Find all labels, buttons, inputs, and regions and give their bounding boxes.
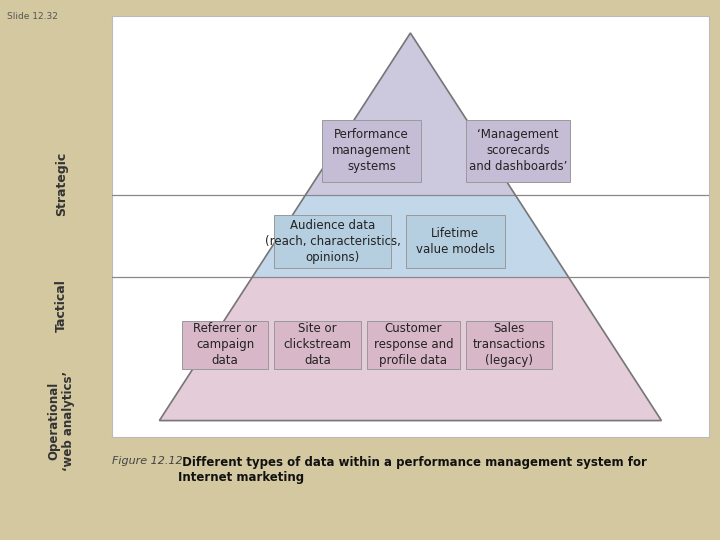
FancyBboxPatch shape — [466, 321, 552, 369]
Polygon shape — [305, 33, 516, 195]
Text: Tactical: Tactical — [55, 279, 68, 332]
FancyBboxPatch shape — [274, 215, 391, 268]
FancyBboxPatch shape — [182, 321, 269, 369]
Text: Slide 12.32: Slide 12.32 — [7, 12, 58, 21]
Text: ‘Management
scorecards
and dashboards’: ‘Management scorecards and dashboards’ — [469, 129, 567, 173]
FancyBboxPatch shape — [466, 120, 570, 181]
Text: Strategic: Strategic — [55, 152, 68, 215]
Text: Lifetime
value models: Lifetime value models — [415, 227, 495, 256]
FancyBboxPatch shape — [367, 321, 459, 369]
Text: Audience data
(reach, characteristics,
opinions): Audience data (reach, characteristics, o… — [265, 219, 400, 264]
FancyBboxPatch shape — [406, 215, 505, 268]
Text: Operational
‘web analytics’: Operational ‘web analytics’ — [48, 371, 75, 471]
FancyBboxPatch shape — [274, 321, 361, 369]
Text: Different types of data within a performance management system for
Internet mark: Different types of data within a perform… — [178, 456, 647, 484]
Text: Figure 12.12: Figure 12.12 — [112, 456, 182, 467]
FancyBboxPatch shape — [323, 120, 421, 181]
Polygon shape — [252, 195, 569, 278]
Text: Sales
transactions
(legacy): Sales transactions (legacy) — [472, 322, 546, 367]
Text: Referrer or
campaign
data: Referrer or campaign data — [193, 322, 257, 367]
Text: Performance
management
systems: Performance management systems — [332, 129, 411, 173]
Text: Customer
response and
profile data: Customer response and profile data — [374, 322, 453, 367]
Text: Site or
clickstream
data: Site or clickstream data — [284, 322, 352, 367]
Polygon shape — [159, 278, 662, 421]
